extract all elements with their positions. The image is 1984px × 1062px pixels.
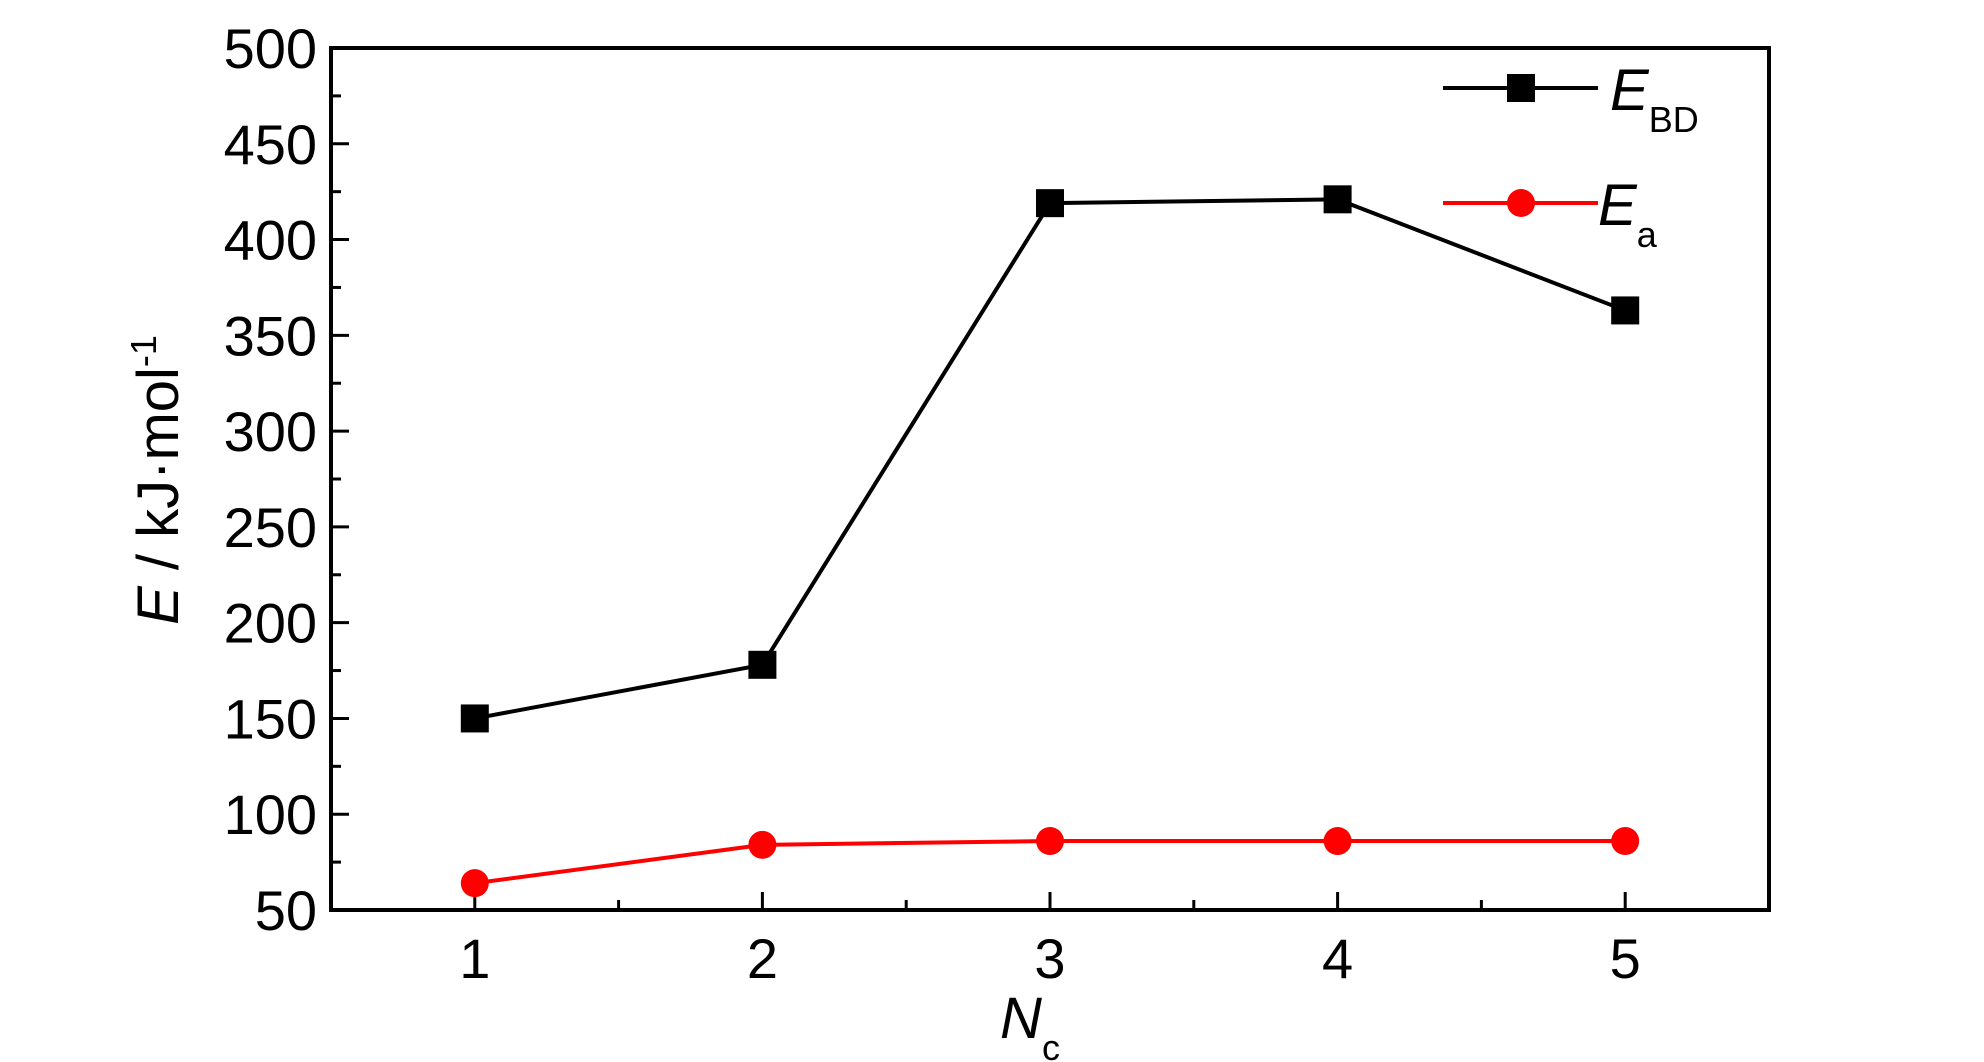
y-tick-label: 200: [224, 592, 317, 655]
data-point-square: [1323, 185, 1352, 214]
x-axis-title: Nc: [1000, 986, 1060, 1062]
data-point-circle: [460, 869, 489, 898]
y-tick-label: 150: [224, 687, 317, 750]
ticks-layer: 50 100 150 200 250 300 350 400 450 500 1 2 3 4 5: [224, 17, 1641, 990]
y-axis-title: E / kJ·mol-1: [123, 335, 191, 625]
x-tick-label: 5: [1610, 927, 1641, 990]
legend-label-ebd: EBD: [1610, 58, 1699, 140]
y-tick-label: 250: [224, 496, 317, 559]
x-tick-label: 4: [1322, 927, 1353, 990]
data-point-circle: [1036, 827, 1064, 856]
legend-marker-square: [1507, 74, 1535, 102]
data-point-square: [1036, 189, 1064, 218]
y-tick-label: 350: [224, 304, 317, 367]
series-layer: [460, 185, 1640, 898]
y-tick-label: 100: [224, 783, 317, 846]
x-tick-label: 2: [747, 927, 778, 990]
x-tick-label: 3: [1034, 927, 1065, 990]
legend-marker-circle: [1507, 189, 1535, 217]
y-tick-label: 500: [224, 17, 317, 80]
data-point-square: [460, 704, 489, 733]
y-tick-label: 450: [224, 113, 317, 176]
plot-frame: [329, 46, 1771, 912]
data-point-circle: [1323, 827, 1352, 856]
legend-label-ea: Ea: [1598, 173, 1658, 255]
legend-entry-ebd: EBD: [1443, 58, 1699, 140]
data-point-circle: [1611, 827, 1640, 856]
legend-entry-ea: Ea: [1443, 173, 1658, 255]
y-tick-label: 300: [224, 400, 317, 463]
series-line-ebd: [474, 197, 1626, 721]
y-tick-label: 400: [224, 209, 317, 272]
data-point-circle: [748, 830, 777, 859]
data-point-square: [748, 650, 777, 679]
x-tick-label: 1: [459, 927, 490, 990]
legend: EBD Ea: [1443, 58, 1699, 255]
y-tick-label: 50: [255, 879, 317, 942]
data-point-square: [1611, 296, 1640, 325]
